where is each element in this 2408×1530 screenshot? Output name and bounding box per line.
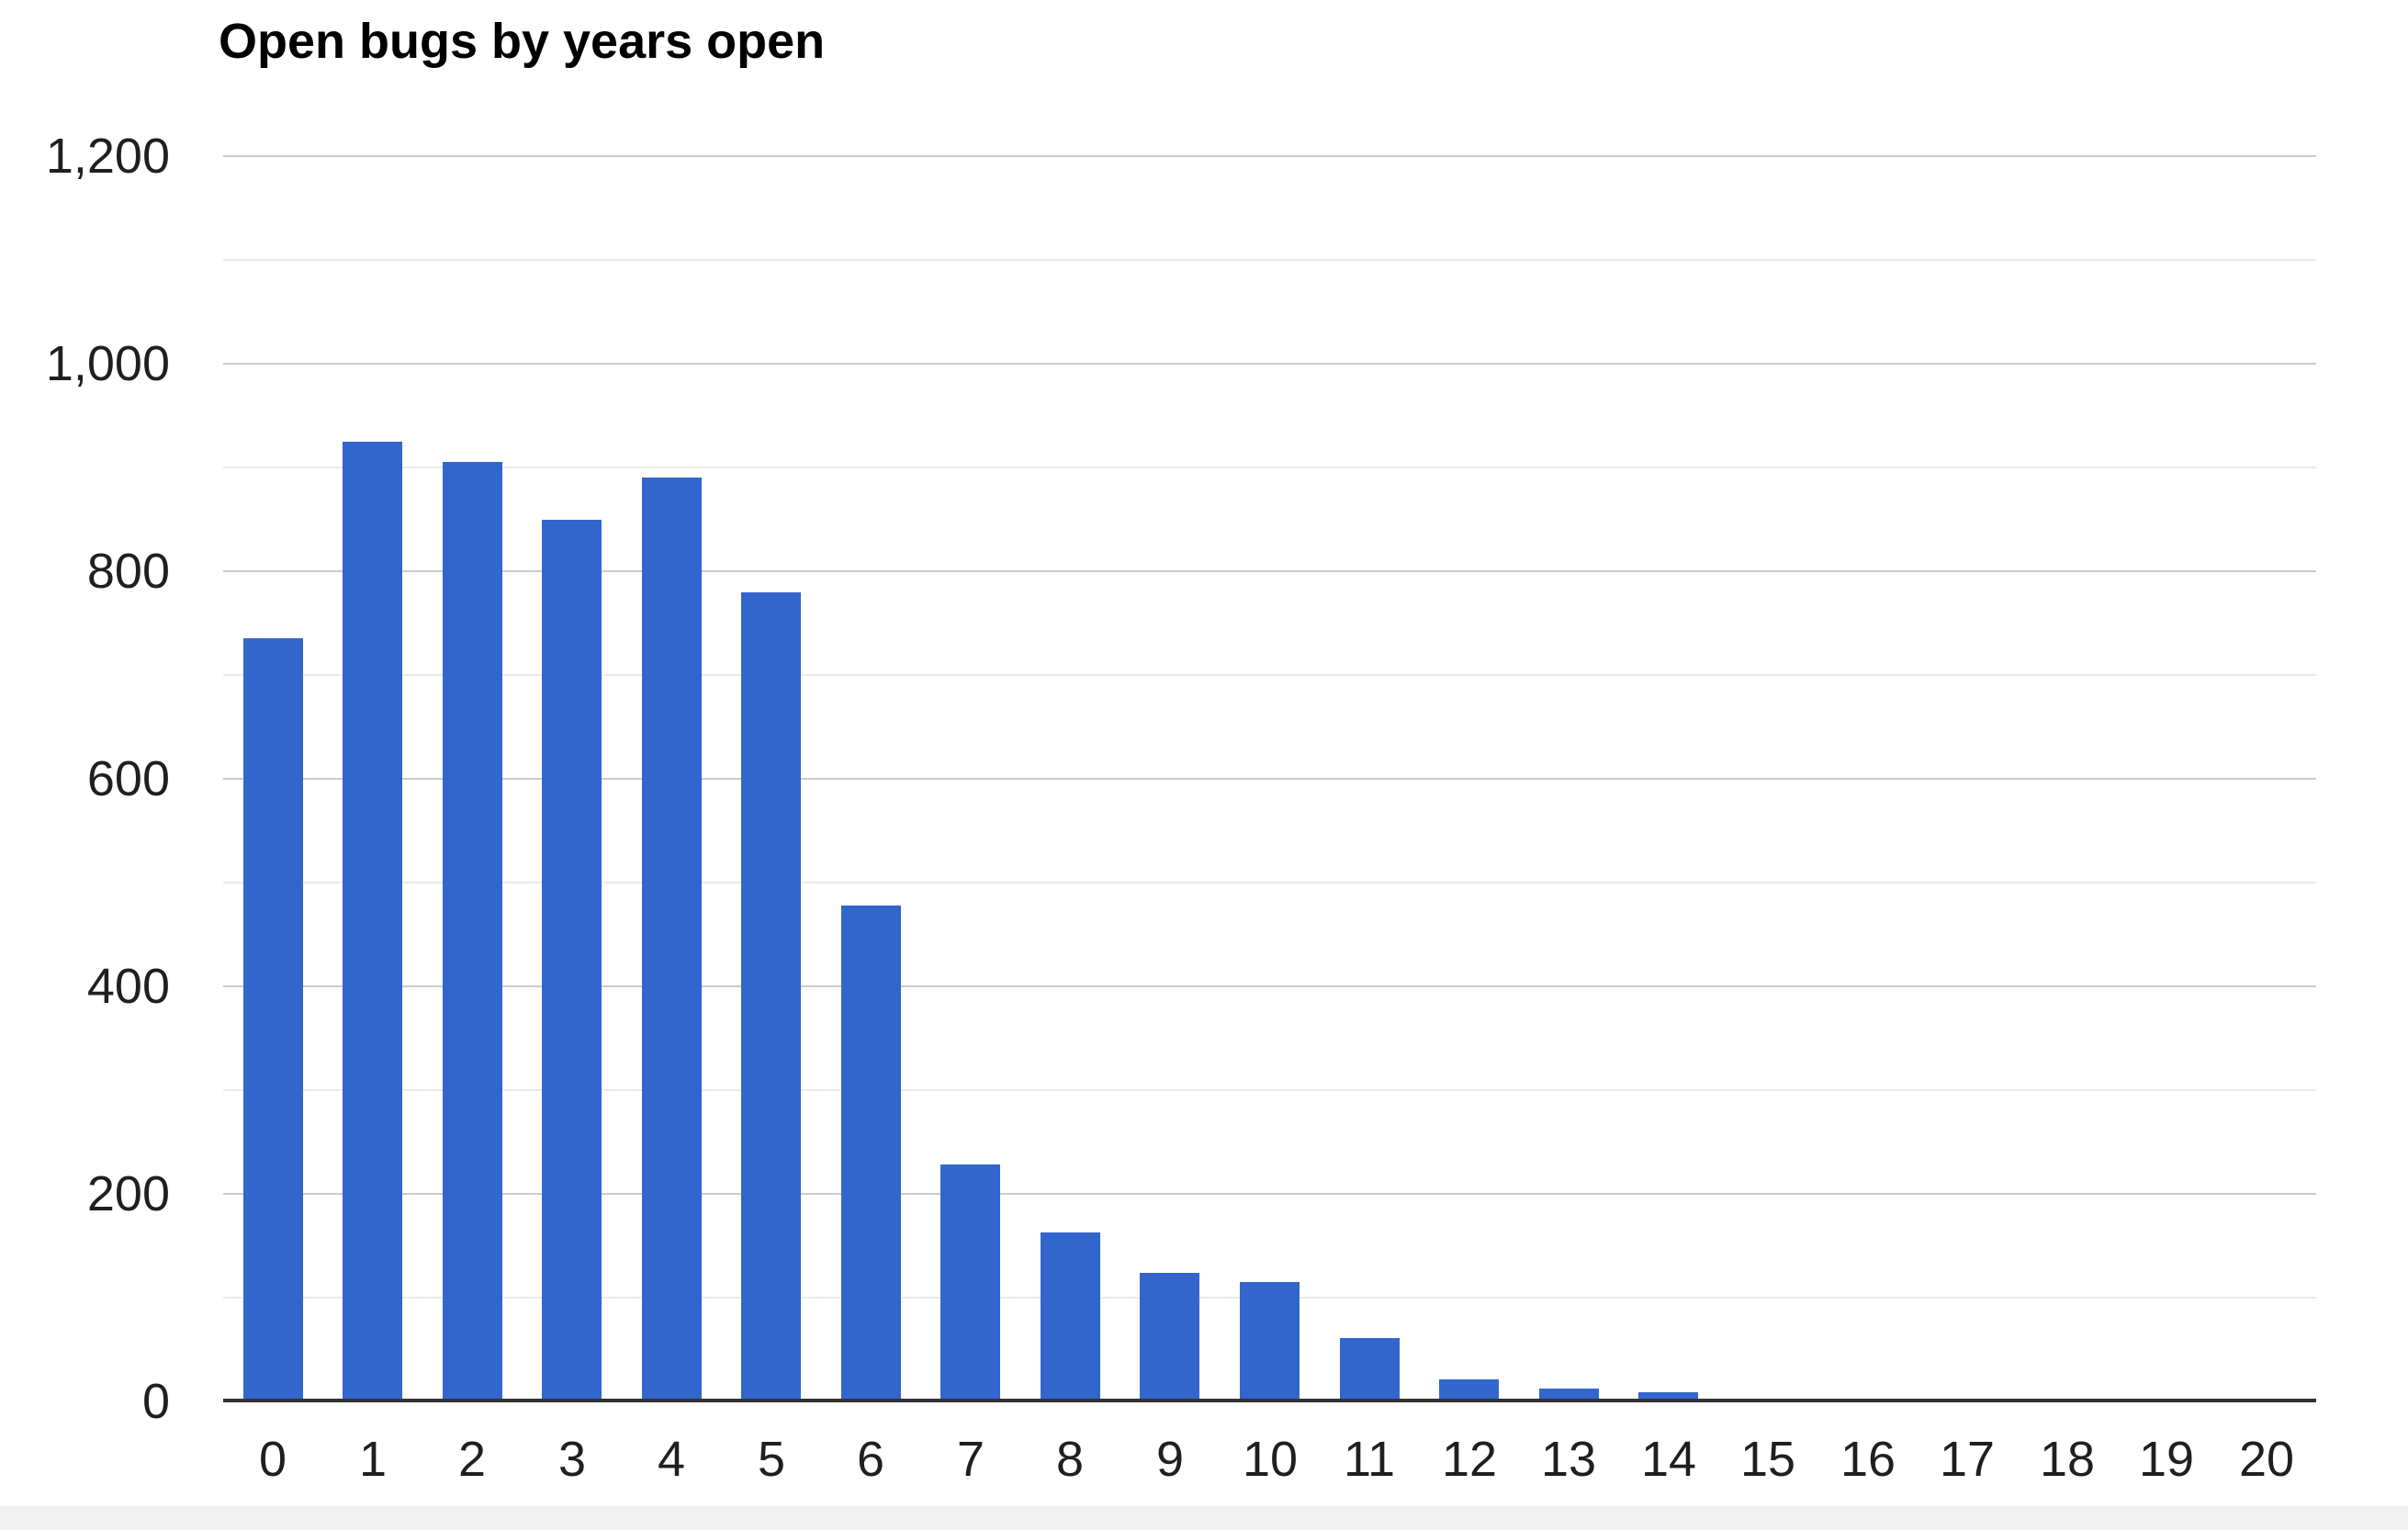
x-tick-label-12: 12 xyxy=(1441,1432,1498,1487)
x-tick-label-11: 11 xyxy=(1343,1432,1396,1487)
bar-12[interactable] xyxy=(1439,1379,1499,1401)
gridline-major-1200 xyxy=(223,155,2316,157)
x-tick-label-20: 20 xyxy=(2238,1432,2295,1487)
gridline-major-600 xyxy=(223,778,2316,780)
x-tick-label-3: 3 xyxy=(557,1432,587,1487)
x-tick-label-1: 1 xyxy=(358,1432,388,1487)
y-tick-label-800: 800 xyxy=(86,544,170,599)
x-tick-label-5: 5 xyxy=(757,1432,786,1487)
gridline-minor-900 xyxy=(223,467,2316,468)
bar-11[interactable] xyxy=(1340,1338,1400,1401)
x-axis-baseline xyxy=(223,1399,2316,1402)
x-tick-label-9: 9 xyxy=(1155,1432,1185,1487)
y-tick-label-600: 600 xyxy=(86,751,170,806)
x-tick-label-10: 10 xyxy=(1242,1432,1299,1487)
x-tick-label-17: 17 xyxy=(1939,1432,1996,1487)
x-tick-label-4: 4 xyxy=(657,1432,686,1487)
x-tick-label-2: 2 xyxy=(457,1432,487,1487)
y-tick-label-1000: 1,000 xyxy=(45,336,170,391)
y-tick-label-200: 200 xyxy=(86,1166,170,1221)
gridline-major-400 xyxy=(223,985,2316,987)
x-tick-label-7: 7 xyxy=(956,1432,985,1487)
gridline-major-200 xyxy=(223,1193,2316,1195)
x-tick-label-16: 16 xyxy=(1840,1432,1896,1487)
chart-title: Open bugs by years open xyxy=(219,14,826,69)
bar-10[interactable] xyxy=(1240,1282,1300,1401)
bar-7[interactable] xyxy=(940,1164,1000,1401)
x-tick-label-18: 18 xyxy=(2039,1432,2096,1487)
gridline-minor-500 xyxy=(223,882,2316,883)
gridline-minor-300 xyxy=(223,1089,2316,1091)
x-tick-label-0: 0 xyxy=(258,1432,287,1487)
x-tick-label-14: 14 xyxy=(1640,1432,1697,1487)
bar-3[interactable] xyxy=(542,519,602,1401)
bar-4[interactable] xyxy=(642,478,702,1401)
y-tick-label-0: 0 xyxy=(141,1374,170,1429)
x-tick-label-6: 6 xyxy=(856,1432,885,1487)
x-tick-label-8: 8 xyxy=(1055,1432,1085,1487)
gridline-minor-1100 xyxy=(223,259,2316,261)
x-tick-label-15: 15 xyxy=(1739,1432,1796,1487)
bar-6[interactable] xyxy=(841,905,901,1401)
bar-1[interactable] xyxy=(343,441,402,1401)
y-tick-label-400: 400 xyxy=(86,959,170,1014)
y-tick-label-1200: 1,200 xyxy=(45,129,170,184)
bar-14[interactable] xyxy=(1638,1391,1698,1401)
bar-0[interactable] xyxy=(243,638,303,1401)
bar-2[interactable] xyxy=(443,462,502,1401)
bar-13[interactable] xyxy=(1539,1389,1599,1401)
bar-9[interactable] xyxy=(1140,1272,1199,1401)
bar-8[interactable] xyxy=(1041,1232,1100,1401)
gridline-major-1000 xyxy=(223,363,2316,365)
gridline-minor-700 xyxy=(223,674,2316,676)
bar-5[interactable] xyxy=(741,591,801,1401)
x-tick-label-13: 13 xyxy=(1540,1432,1597,1487)
x-tick-label-19: 19 xyxy=(2138,1432,2195,1487)
bottom-window-edge xyxy=(0,1506,2408,1530)
gridline-major-800 xyxy=(223,570,2316,572)
